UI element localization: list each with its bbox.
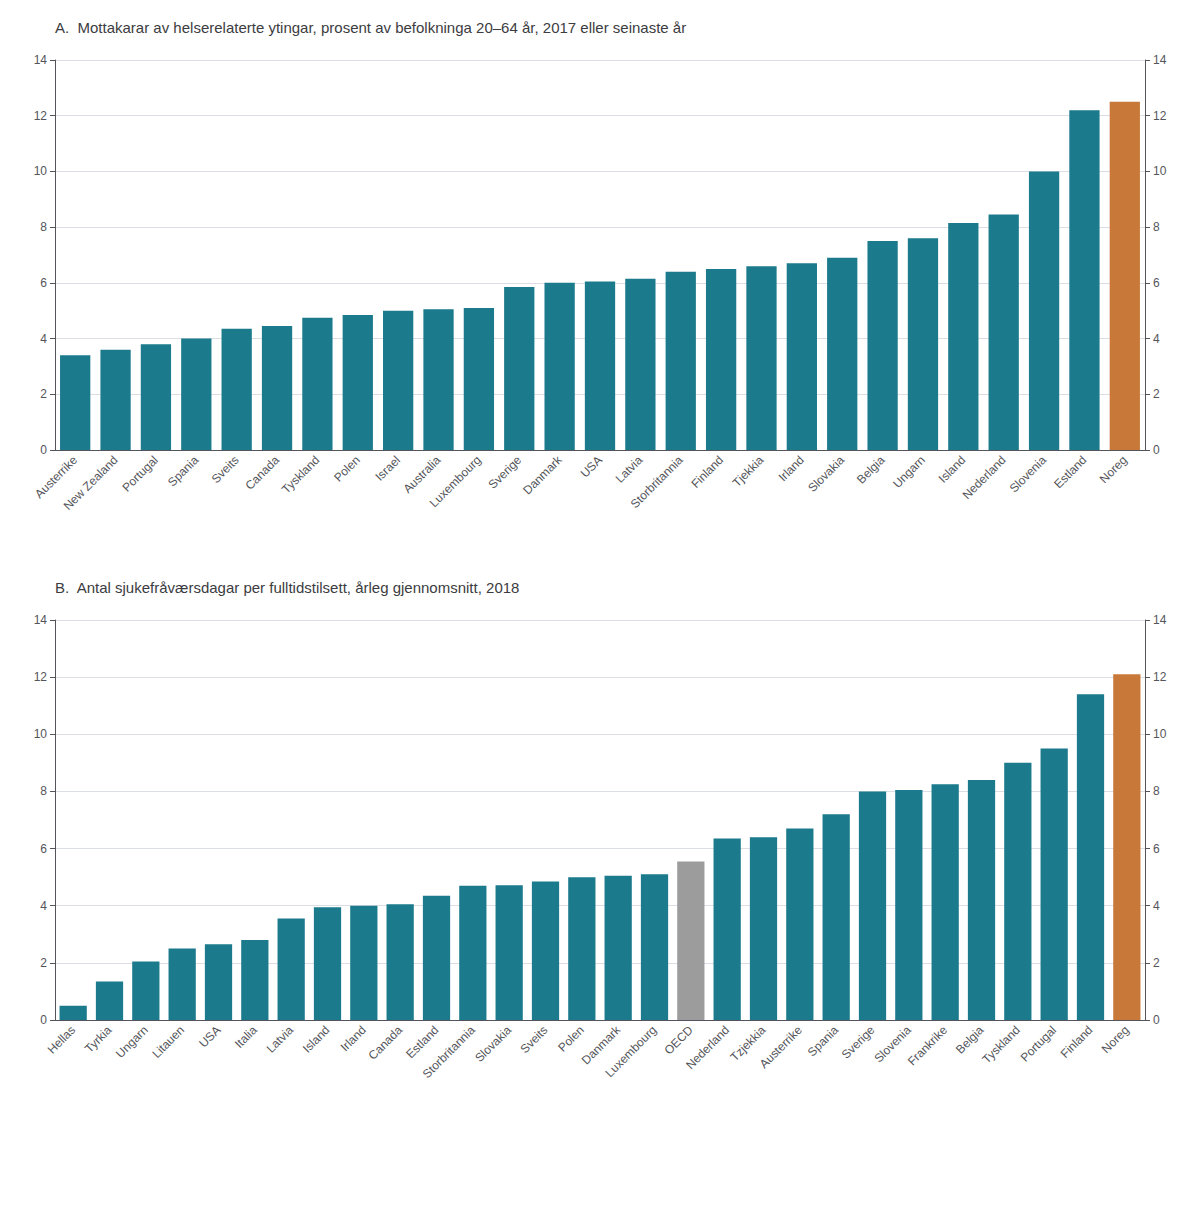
svg-text:Spania: Spania xyxy=(165,453,202,490)
svg-text:Finland: Finland xyxy=(688,453,726,491)
svg-text:8: 8 xyxy=(40,220,47,234)
svg-text:Israel: Israel xyxy=(372,453,403,484)
svg-text:10: 10 xyxy=(1153,164,1167,178)
svg-text:USA: USA xyxy=(196,1023,223,1050)
svg-text:0: 0 xyxy=(1153,443,1160,457)
svg-text:Nederland: Nederland xyxy=(960,453,1009,502)
svg-text:Latvia: Latvia xyxy=(264,1023,297,1056)
svg-text:0: 0 xyxy=(40,443,47,457)
svg-text:6: 6 xyxy=(1153,276,1160,290)
svg-text:Finland: Finland xyxy=(1058,1023,1096,1061)
svg-text:Tyskland: Tyskland xyxy=(979,1023,1022,1066)
svg-text:Spania: Spania xyxy=(805,1023,842,1060)
svg-text:8: 8 xyxy=(1153,220,1160,234)
svg-text:USA: USA xyxy=(578,453,605,480)
svg-text:10: 10 xyxy=(1153,727,1167,741)
svg-text:2: 2 xyxy=(40,956,47,970)
svg-text:Ungarn: Ungarn xyxy=(113,1023,151,1061)
svg-text:Danmark: Danmark xyxy=(578,1023,624,1068)
svg-text:Polen: Polen xyxy=(331,453,363,485)
svg-text:6: 6 xyxy=(1153,842,1160,856)
svg-text:6: 6 xyxy=(40,276,47,290)
svg-text:4: 4 xyxy=(1153,332,1160,346)
svg-text:8: 8 xyxy=(40,784,47,798)
svg-text:Belgia: Belgia xyxy=(953,1023,987,1057)
svg-text:Italia: Italia xyxy=(232,1023,260,1051)
svg-text:12: 12 xyxy=(1153,670,1167,684)
svg-text:Estland: Estland xyxy=(403,1023,442,1062)
svg-text:Slovakia: Slovakia xyxy=(805,453,847,495)
svg-text:12: 12 xyxy=(1153,109,1167,123)
svg-text:Irland: Irland xyxy=(776,453,807,484)
svg-text:Polen: Polen xyxy=(555,1023,587,1055)
svg-text:4: 4 xyxy=(1153,899,1160,913)
svg-text:Sveits: Sveits xyxy=(209,453,242,486)
svg-text:2: 2 xyxy=(40,387,47,401)
svg-text:Sverige: Sverige xyxy=(838,1023,878,1062)
svg-text:6: 6 xyxy=(40,842,47,856)
svg-text:Luxembourg: Luxembourg xyxy=(602,1023,659,1080)
svg-text:B. Antal sjukefråværsdagar pe: B. Antal sjukefråværsdagar per fulltidst… xyxy=(55,579,519,596)
svg-text:Belgia: Belgia xyxy=(854,453,888,487)
svg-text:Canada: Canada xyxy=(366,1023,406,1063)
svg-text:Island: Island xyxy=(936,453,969,486)
svg-text:12: 12 xyxy=(34,670,48,684)
svg-text:Slovenia: Slovenia xyxy=(1007,453,1050,496)
svg-text:10: 10 xyxy=(34,727,48,741)
svg-text:12: 12 xyxy=(34,109,48,123)
svg-text:Canada: Canada xyxy=(242,453,282,493)
svg-text:14: 14 xyxy=(1153,53,1167,67)
svg-text:0: 0 xyxy=(1153,1013,1160,1027)
svg-text:Noreg: Noreg xyxy=(1099,1023,1132,1056)
svg-text:Island: Island xyxy=(300,1023,333,1056)
svg-text:10: 10 xyxy=(34,164,48,178)
svg-text:4: 4 xyxy=(40,899,47,913)
svg-text:14: 14 xyxy=(34,53,48,67)
svg-text:Austerrike: Austerrike xyxy=(757,1023,805,1071)
svg-text:Irland: Irland xyxy=(338,1023,369,1054)
svg-text:Nederland: Nederland xyxy=(683,1023,732,1072)
svg-text:14: 14 xyxy=(34,613,48,627)
svg-text:Ungarn: Ungarn xyxy=(890,453,928,491)
svg-text:2: 2 xyxy=(1153,956,1160,970)
svg-text:Estland: Estland xyxy=(1051,453,1089,491)
svg-text:Australia: Australia xyxy=(400,453,444,496)
svg-text:Litauen: Litauen xyxy=(149,1023,187,1061)
svg-text:Luxembourg: Luxembourg xyxy=(427,453,484,510)
svg-text:Storbritannia: Storbritannia xyxy=(420,1023,478,1081)
svg-text:Latvia: Latvia xyxy=(613,453,646,486)
svg-text:Slovakia: Slovakia xyxy=(472,1023,514,1065)
svg-text:Hellas: Hellas xyxy=(45,1023,78,1056)
svg-text:4: 4 xyxy=(40,332,47,346)
svg-text:0: 0 xyxy=(40,1013,47,1027)
svg-text:Portugal: Portugal xyxy=(1018,1023,1059,1064)
svg-text:Tyrkia: Tyrkia xyxy=(82,1023,115,1056)
svg-text:A. Mottakarar av helserelater: A. Mottakarar av helserelaterte ytingar,… xyxy=(55,19,686,36)
svg-text:Sverige: Sverige xyxy=(486,453,525,492)
svg-text:Storbritannia: Storbritannia xyxy=(628,453,686,511)
svg-text:Noreg: Noreg xyxy=(1097,453,1130,486)
svg-text:Slovenia: Slovenia xyxy=(871,1023,914,1066)
svg-text:Danmark: Danmark xyxy=(520,452,565,497)
svg-text:8: 8 xyxy=(1153,784,1160,798)
svg-text:Tzjekkia: Tzjekkia xyxy=(727,1023,769,1064)
svg-text:Austerrike: Austerrike xyxy=(32,453,81,502)
svg-text:Sveits: Sveits xyxy=(517,1023,550,1056)
svg-text:Tjekkia: Tjekkia xyxy=(730,453,767,490)
svg-text:Portugal: Portugal xyxy=(119,453,160,494)
svg-text:2: 2 xyxy=(1153,387,1160,401)
svg-text:New Zealand: New Zealand xyxy=(61,453,121,513)
svg-text:14: 14 xyxy=(1153,613,1167,627)
svg-text:OECD: OECD xyxy=(661,1023,696,1058)
svg-text:Frankrike: Frankrike xyxy=(905,1023,950,1068)
svg-text:Tyskland: Tyskland xyxy=(279,453,322,496)
